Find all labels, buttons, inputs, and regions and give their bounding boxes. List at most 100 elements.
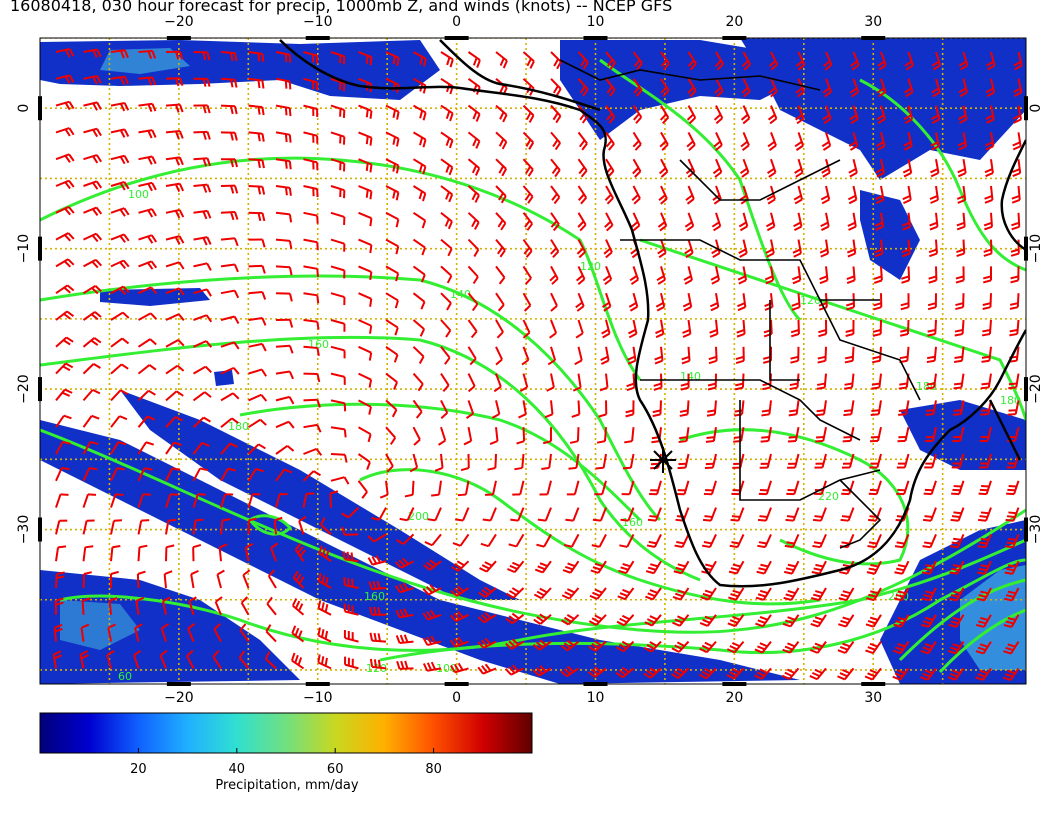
wind-barb-flag	[714, 86, 722, 94]
wind-barb	[190, 569, 199, 589]
wind-barb-flag	[159, 649, 168, 657]
wind-barb	[782, 614, 800, 628]
wind-barb-staff	[239, 629, 250, 643]
wind-barb-staff	[989, 293, 992, 308]
wind-barb-flag	[761, 409, 770, 413]
wind-barb-flag	[1012, 141, 1021, 147]
wind-barb-flag	[958, 145, 967, 151]
wind-barb-flag	[817, 355, 826, 360]
wind-barb-flag	[561, 619, 569, 626]
wind-barb	[794, 158, 804, 178]
wind-barb	[1007, 400, 1020, 416]
wind-barb-flag	[923, 518, 932, 522]
wind-barb-flag	[952, 564, 962, 568]
wind-barb-flag	[512, 561, 521, 567]
wind-barb-flag	[679, 409, 689, 413]
wind-barb-staff	[880, 78, 887, 93]
wind-barb	[711, 239, 721, 258]
wind-barb-flag	[320, 656, 325, 665]
wind-barb-flag	[928, 248, 937, 254]
wind-barb-flag	[399, 609, 405, 618]
wind-barb-staff	[440, 426, 447, 441]
wind-barb-flag	[985, 87, 994, 94]
wind-barb-flag	[63, 414, 72, 420]
wind-barb-staff	[303, 185, 318, 190]
wind-barb-staff	[412, 265, 426, 276]
wind-barb-flag	[532, 643, 541, 651]
wind-barb-flag	[659, 113, 667, 121]
wind-barb-flag	[922, 672, 931, 678]
wind-barb-flag	[188, 596, 197, 603]
wind-barb	[979, 426, 992, 443]
wind-barb-flag	[392, 136, 396, 145]
wind-barb-flag	[731, 541, 740, 545]
wind-barb-flag	[261, 80, 265, 89]
wind-barb-flag	[703, 541, 712, 545]
wind-barb-staff	[83, 258, 97, 268]
wind-barb	[865, 641, 882, 655]
wind-barb-flag	[647, 566, 657, 571]
wind-barb-staff	[220, 315, 235, 321]
wind-barb-flag	[700, 596, 709, 601]
wind-barb-flag	[580, 58, 587, 67]
wind-barb	[367, 533, 387, 543]
wind-barb-staff	[550, 104, 562, 117]
wind-barb-flag	[566, 613, 575, 620]
wind-barb-flag	[222, 518, 231, 522]
wind-barb-flag	[626, 382, 635, 388]
wind-barb-flag	[234, 185, 239, 194]
wind-barb	[983, 239, 993, 257]
wind-barb-flag	[258, 443, 266, 450]
wind-barb-flag	[376, 580, 381, 589]
wind-barb-staff	[440, 373, 450, 386]
wind-barb	[605, 78, 616, 97]
wind-barb	[82, 519, 95, 535]
wind-barb-flag	[784, 671, 793, 677]
wind-barb-flag	[781, 674, 790, 680]
wind-barb	[1010, 266, 1020, 284]
wind-barb-flag	[313, 470, 321, 477]
wind-barb-staff	[220, 468, 229, 482]
wind-barb-flag	[816, 409, 825, 413]
wind-barb-flag	[179, 77, 184, 86]
wind-barb-flag	[259, 418, 267, 426]
wind-barb	[953, 373, 965, 390]
wind-barb	[901, 239, 911, 258]
wind-barb-staff	[770, 239, 775, 254]
wind-barb-staff	[742, 266, 748, 281]
wind-barb-flag	[147, 77, 153, 86]
wind-barb-staff	[740, 427, 745, 442]
wind-barb-flag	[525, 250, 533, 258]
wind-barb-flag	[734, 409, 743, 413]
wind-barb	[768, 51, 779, 71]
wind-barb-staff	[791, 533, 800, 548]
wind-barb-flag	[984, 198, 993, 204]
wind-barb-staff	[330, 51, 345, 58]
wind-barb	[792, 239, 802, 258]
coastline-gulf-guinea	[439, 39, 601, 112]
wind-barb-flag	[728, 596, 737, 601]
wind-barb	[460, 453, 470, 472]
wind-barb-flag	[551, 277, 559, 285]
wind-barb	[922, 534, 937, 549]
wind-barb	[709, 293, 720, 312]
wind-barb-staff	[330, 104, 345, 111]
wind-barb-staff	[572, 507, 580, 521]
wind-barb-flag	[539, 639, 547, 646]
wind-barb-flag	[898, 409, 907, 412]
wind-barb	[138, 76, 157, 86]
wind-barb	[920, 614, 937, 628]
wind-barb-staff	[358, 104, 372, 112]
wind-barb-flag	[980, 386, 989, 390]
wind-barb-flag	[810, 597, 820, 602]
wind-barb-flag	[849, 87, 858, 94]
wind-barb-flag	[174, 415, 184, 422]
wind-barb	[681, 346, 691, 365]
wind-barb-flag	[791, 306, 800, 311]
wind-barb-staff	[904, 426, 910, 442]
wind-barb-flag	[980, 511, 989, 515]
wind-barb	[303, 131, 319, 144]
wind-barb	[358, 238, 373, 254]
wind-barb-flag	[123, 181, 130, 190]
wind-barb-staff	[933, 373, 937, 388]
